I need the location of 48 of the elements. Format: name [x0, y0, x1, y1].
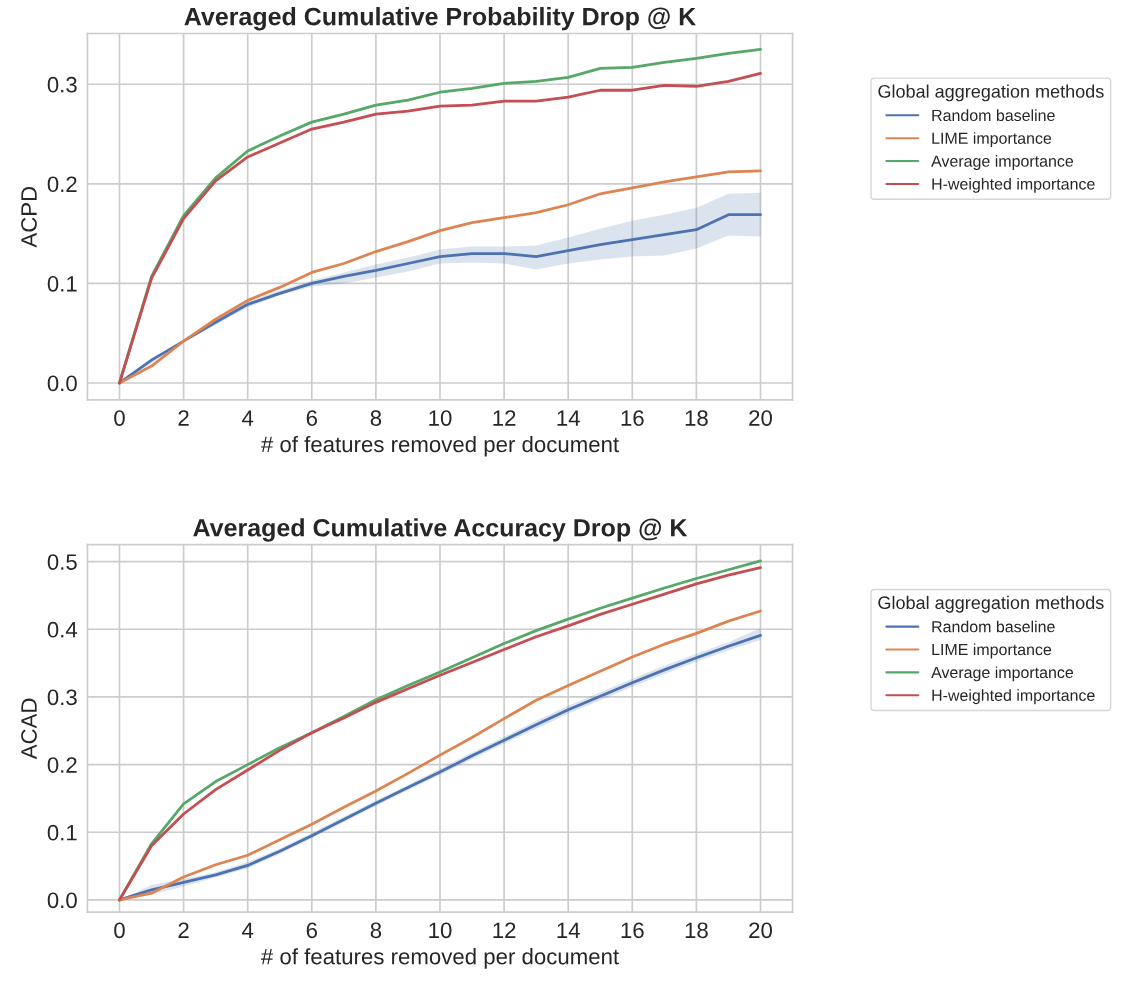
legend-label: Random baseline [932, 620, 1055, 633]
y-tick-label: 0.1 [47, 824, 77, 841]
x-tick-label: 4 [242, 410, 254, 426]
legend-label: LIME importance [932, 643, 1052, 659]
y-tick-label: 0.1 [47, 275, 77, 292]
y-tick-label: 0.3 [47, 76, 77, 93]
x-tick-label: 10 [429, 922, 452, 939]
y-tick-label: 0.3 [47, 689, 77, 706]
x-tick-label: 20 [749, 922, 772, 939]
x-tick-label: 12 [493, 410, 516, 426]
legend-label: H-weighted importance [932, 689, 1095, 705]
chart-title: Averaged Cumulative Probability Drop @ K [184, 7, 696, 31]
x-tick-label: 4 [242, 922, 254, 938]
y-tick-label: 0.2 [47, 757, 77, 773]
x-tick-label: 20 [749, 410, 772, 426]
x-tick-label: 16 [621, 922, 644, 939]
legend-title: Global aggregation methods [878, 595, 1104, 613]
y-tick-label: 0.0 [47, 892, 77, 909]
y-tick-label: 0.5 [47, 554, 77, 570]
y-tick-label: 0.2 [47, 176, 77, 193]
legend-label: LIME importance [932, 132, 1052, 148]
chart-title: Averaged Cumulative Accuracy Drop @ K [193, 518, 688, 542]
x-axis-title: # of features removed per document [260, 435, 619, 457]
legend-label: H-weighted importance [932, 177, 1095, 193]
x-tick-label: 12 [493, 922, 516, 938]
x-tick-label: 18 [685, 922, 708, 939]
x-tick-label: 2 [178, 922, 189, 938]
x-tick-label: 2 [178, 410, 189, 426]
x-axis-title: # of features removed per document [260, 948, 619, 969]
y-axis-title: ACAD [21, 698, 37, 760]
x-tick-label: 14 [557, 922, 580, 938]
legend-title: Global aggregation methods [878, 84, 1104, 102]
x-tick-label: 8 [370, 410, 382, 426]
x-tick-label: 10 [429, 410, 452, 426]
x-tick-label: 16 [621, 410, 644, 426]
legend-label: Average importance [931, 666, 1074, 682]
x-tick-label: 6 [306, 410, 317, 426]
y-tick-label: 0.0 [47, 375, 77, 392]
x-tick-label: 14 [557, 410, 580, 426]
x-tick-label: 6 [306, 922, 317, 939]
y-axis-title: ACPD [21, 186, 37, 248]
x-tick-label: 0 [114, 922, 125, 939]
x-tick-label: 8 [370, 922, 382, 939]
legend-label: Random baseline [932, 109, 1055, 122]
legend-label: Average importance [931, 155, 1074, 170]
x-tick-label: 18 [685, 410, 708, 426]
y-tick-label: 0.4 [47, 621, 78, 638]
x-tick-label: 0 [114, 410, 125, 426]
